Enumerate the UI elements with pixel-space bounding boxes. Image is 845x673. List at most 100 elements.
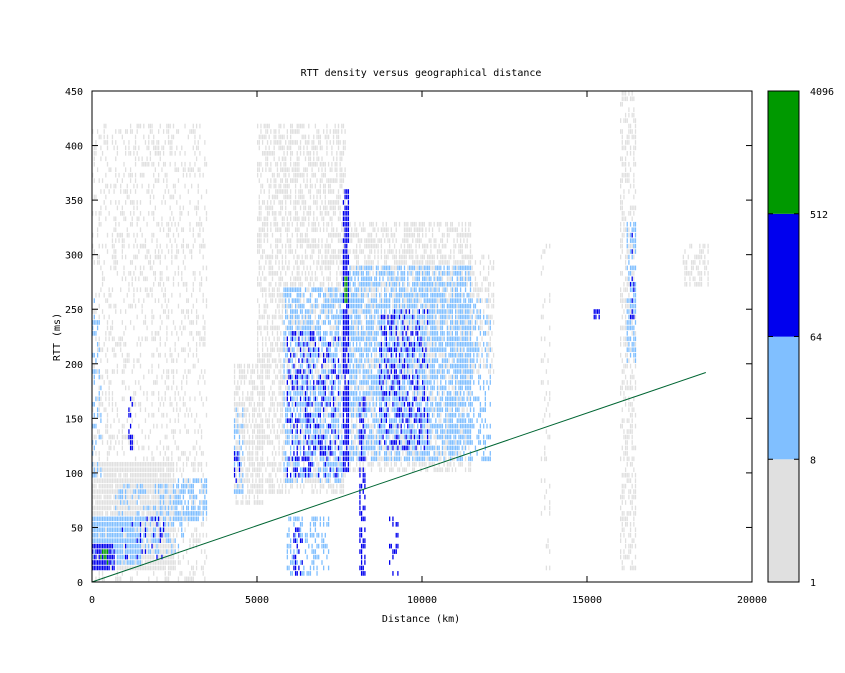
heatmap-cell <box>268 151 270 156</box>
heatmap-cell <box>321 407 323 413</box>
heatmap-cell <box>304 440 307 445</box>
heatmap-cell <box>101 532 104 538</box>
heatmap-cell <box>98 527 100 533</box>
heatmap-cell <box>339 380 341 385</box>
heatmap-cell <box>95 521 97 527</box>
heatmap-cell <box>151 211 153 216</box>
heatmap-cell <box>309 445 312 451</box>
heatmap-cell <box>324 254 326 260</box>
heatmap-cell <box>199 221 201 227</box>
heatmap-cell <box>258 134 260 140</box>
heatmap-cell <box>176 167 178 173</box>
heatmap-cell <box>154 276 156 282</box>
heatmap-cell <box>319 194 321 200</box>
heatmap-cell <box>268 423 270 429</box>
heatmap-cell <box>298 374 300 380</box>
heatmap-cell <box>286 178 288 183</box>
heatmap-cell <box>98 538 100 543</box>
heatmap-cell <box>280 467 282 473</box>
heatmap-cell <box>308 363 310 369</box>
heatmap-cell <box>290 451 292 456</box>
heatmap-cell <box>299 521 302 527</box>
heatmap-cell <box>323 445 325 451</box>
heatmap-cell <box>98 303 100 309</box>
heatmap-cell <box>270 140 272 145</box>
heatmap-cell <box>100 549 102 554</box>
heatmap-cell <box>339 211 341 216</box>
heatmap-cell <box>323 260 325 265</box>
heatmap-cell <box>288 298 290 303</box>
heatmap-cell <box>319 211 321 216</box>
heatmap-cell <box>323 549 325 554</box>
heatmap-cell <box>169 543 171 549</box>
heatmap-cell <box>181 320 183 325</box>
heatmap-cell <box>299 189 302 194</box>
heatmap-cell <box>265 221 267 227</box>
heatmap-cell <box>257 140 259 145</box>
heatmap-cell <box>105 216 107 222</box>
heatmap-cell <box>200 243 203 249</box>
heatmap-cell <box>118 478 120 483</box>
heatmap-cell <box>257 440 259 445</box>
heatmap-cell <box>281 156 284 162</box>
heatmap-cell <box>156 151 158 156</box>
heatmap-cell <box>172 543 175 549</box>
heatmap-cell <box>331 385 333 391</box>
heatmap-cell <box>296 309 298 314</box>
heatmap-cell <box>172 500 175 505</box>
heatmap-cell <box>278 238 280 243</box>
heatmap-cell <box>120 183 122 189</box>
heatmap-cell <box>129 500 132 505</box>
heatmap-cell <box>166 500 168 505</box>
heatmap-cell <box>311 358 313 363</box>
heatmap-cell <box>125 216 127 222</box>
heatmap-cell <box>164 576 166 582</box>
heatmap-cell <box>285 281 287 287</box>
heatmap-cell <box>299 369 302 374</box>
heatmap-cell <box>265 232 267 238</box>
heatmap-cell <box>334 303 336 309</box>
heatmap-cell <box>342 151 345 156</box>
heatmap-cell <box>153 489 155 494</box>
heatmap-cell <box>299 423 302 429</box>
heatmap-cell <box>93 511 95 516</box>
heatmap-cell <box>306 440 308 445</box>
heatmap-cell <box>204 576 206 582</box>
heatmap-cell <box>184 347 186 353</box>
heatmap-cell <box>164 451 166 456</box>
heatmap-cell <box>240 467 242 473</box>
heatmap-cell <box>134 178 137 183</box>
heatmap-cell <box>192 511 194 516</box>
heatmap-cell <box>151 369 153 374</box>
heatmap-cell <box>177 281 180 287</box>
heatmap-cell <box>92 538 94 543</box>
heatmap-cell <box>326 461 328 467</box>
heatmap-cell <box>154 527 156 533</box>
heatmap-cell <box>303 298 305 303</box>
heatmap-cell <box>294 205 297 211</box>
heatmap-cell <box>146 565 148 571</box>
heatmap-cell <box>257 320 259 325</box>
heatmap-cell <box>331 352 333 358</box>
heatmap-cell <box>324 309 326 314</box>
heatmap-cell <box>337 265 340 271</box>
heatmap-cell <box>192 287 194 293</box>
heatmap-cell <box>171 221 173 227</box>
heatmap-cell <box>93 467 95 473</box>
heatmap-cell <box>288 391 290 396</box>
heatmap-cell <box>154 467 156 473</box>
heatmap-cell <box>332 303 335 309</box>
heatmap-cell <box>176 511 178 516</box>
heatmap-cell <box>309 211 312 216</box>
heatmap-cell <box>321 303 323 309</box>
heatmap-cell <box>334 314 336 320</box>
heatmap-cell <box>257 331 259 336</box>
heatmap-cell <box>158 489 160 494</box>
heatmap-cell <box>271 276 274 282</box>
heatmap-cell <box>308 331 310 336</box>
heatmap-cell <box>311 325 313 331</box>
heatmap-cell <box>110 183 112 189</box>
heatmap-cell <box>133 254 135 260</box>
heatmap-cell <box>286 151 288 156</box>
heatmap-cell <box>314 303 317 309</box>
